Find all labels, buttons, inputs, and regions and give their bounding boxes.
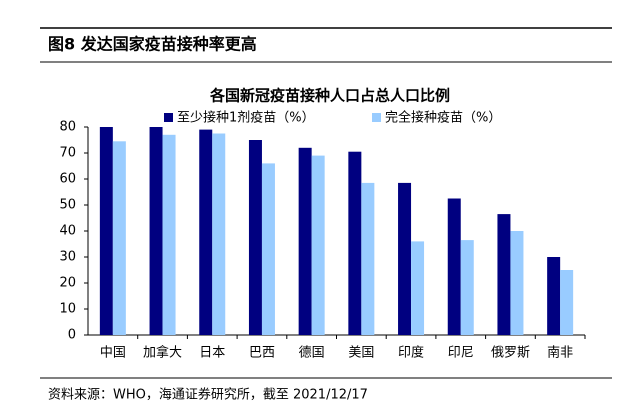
legend-swatch (372, 113, 381, 122)
bar (510, 231, 524, 335)
x-tick-label: 南非 (547, 345, 573, 361)
bar (112, 141, 126, 335)
x-tick-label: 美国 (348, 346, 374, 361)
x-tick-label: 中国 (100, 346, 126, 361)
y-tick-label: 40 (59, 224, 76, 239)
y-tick-label: 0 (68, 328, 76, 343)
bar (348, 151, 362, 335)
bar (99, 127, 113, 335)
bar (248, 140, 262, 335)
y-tick-label: 80 (59, 120, 76, 135)
bar (547, 257, 561, 335)
bar (560, 270, 574, 335)
bar (199, 129, 213, 335)
bar (398, 182, 412, 335)
bar (497, 214, 511, 335)
y-tick-label: 10 (59, 302, 76, 317)
bar (411, 241, 425, 335)
chart-title: 各国新冠疫苗接种人口占总人口比例 (209, 87, 450, 105)
bar (149, 127, 163, 335)
header-title: 图8 发达国家疫苗接种率更高 (48, 35, 257, 54)
x-tick-label: 印度 (398, 345, 424, 361)
bar (460, 240, 474, 335)
bar (212, 133, 226, 335)
y-tick-label: 30 (59, 250, 76, 265)
legend-swatch (164, 113, 173, 122)
legend-label: 至少接种1剂疫苗（%） (177, 110, 315, 126)
y-tick-label: 60 (59, 172, 76, 187)
y-tick-label: 70 (59, 146, 76, 161)
bar (298, 147, 312, 335)
x-tick-label: 俄罗斯 (491, 346, 530, 361)
y-tick-label: 50 (59, 198, 76, 213)
y-tick-label: 20 (59, 276, 76, 291)
x-tick-label: 日本 (199, 346, 225, 361)
x-tick-label: 巴西 (249, 346, 275, 361)
bar (447, 198, 461, 335)
bar (162, 134, 176, 335)
legend-label: 完全接种疫苗（%） (385, 110, 501, 126)
x-tick-label: 印尼 (448, 346, 474, 361)
bar (261, 163, 275, 335)
x-tick-label: 德国 (299, 346, 325, 361)
bar (361, 182, 375, 335)
x-tick-label: 加拿大 (143, 345, 182, 361)
source: 资料来源：WHO，海通证券研究所，截至 2021/12/17 (48, 387, 368, 403)
bar (311, 155, 325, 335)
